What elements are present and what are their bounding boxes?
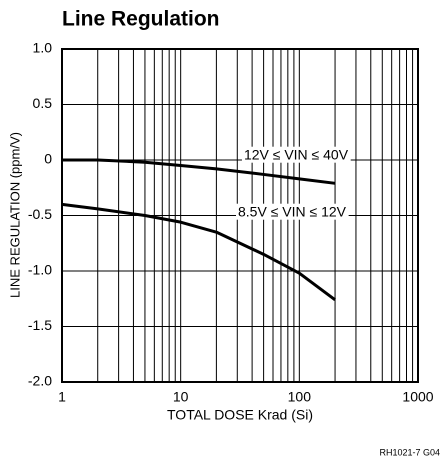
footnote: RH1021-7 G04 <box>379 447 440 457</box>
y-tick-label: -0.5 <box>28 206 52 222</box>
y-tick-label: -1.0 <box>28 262 52 278</box>
chart-title: Line Regulation <box>62 8 220 31</box>
series-label: 12V ≤ VIN ≤ 40V <box>244 147 349 163</box>
y-tick-label: 0 <box>44 151 52 167</box>
series-line <box>61 202 336 302</box>
plot-frame <box>61 48 419 383</box>
series-label-bg <box>236 203 349 220</box>
x-tick-label: 1000 <box>402 389 433 405</box>
y-tick-label: -1.5 <box>28 317 52 333</box>
x-tick-label: 100 <box>288 389 312 405</box>
y-tick-label: 1.0 <box>33 40 53 56</box>
series-line <box>62 158 336 185</box>
series-label: 8.5V ≤ VIN ≤ 12V <box>238 204 347 220</box>
y-tick-label: -2.0 <box>28 373 52 389</box>
series-label-bg <box>241 146 351 163</box>
y-axis-label: LINE REGULATION (ppm/V) <box>7 132 22 298</box>
x-axis-label: TOTAL DOSE Krad (Si) <box>167 407 313 423</box>
y-tick-label: 0.5 <box>33 95 53 111</box>
x-tick-label: 1 <box>58 389 66 405</box>
x-tick-label: 10 <box>173 389 189 405</box>
